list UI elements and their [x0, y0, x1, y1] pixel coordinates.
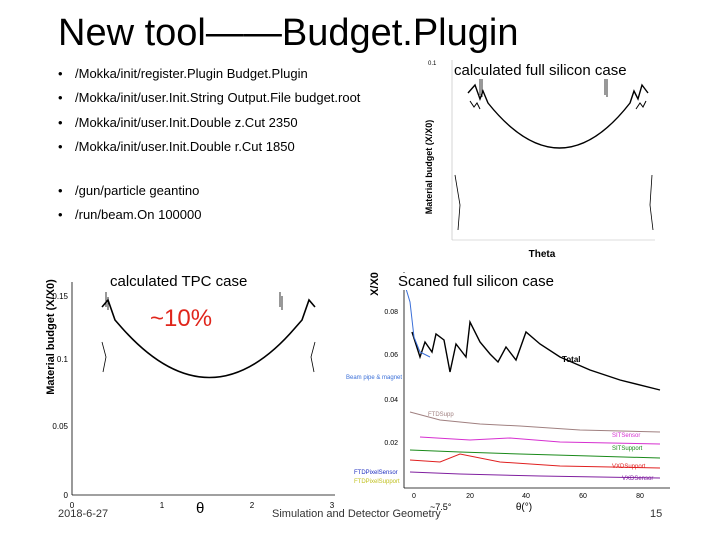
y-tick: 0.06: [384, 352, 398, 359]
tpc-case-caption: calculated TPC case: [110, 273, 248, 290]
highlight-percentage: ~10%: [150, 305, 213, 332]
tpc-budget-plot: Material budget (X/X0) 0.15 0.1 0.05 0 0…: [45, 279, 335, 510]
y-tick: 0.05: [52, 422, 68, 431]
slide-title: New tool——Budget.Plugin: [58, 12, 519, 54]
series-label-vxd-sensor: VXDSensor: [622, 476, 653, 482]
x-tick: 20: [466, 493, 474, 500]
x-tick: 60: [579, 493, 587, 500]
series-label-ftd-pixel-support: FTDPixelSupport: [354, 479, 400, 485]
series-label-sit-support: SITSupport: [612, 446, 643, 452]
x-tick: 80: [636, 493, 644, 500]
budget-curve: [101, 298, 316, 379]
page-number: 15: [650, 508, 663, 520]
y-top-tick: 0.1: [428, 61, 437, 67]
budget-curve: [467, 83, 649, 149]
x-tick: 40: [522, 493, 530, 500]
y-tick: 0.02: [384, 440, 398, 447]
silicon-budget-plot: Material budget (X/X0) 0.1 Theta: [424, 60, 655, 260]
y-axis-label: Material budget (X/X0): [45, 279, 57, 395]
x-tick: 0: [70, 501, 75, 510]
x-tick: 3: [330, 501, 335, 510]
angle-note: ~7.5°: [430, 502, 452, 512]
series-label-beam-pipe: Beam pipe & magnet: [346, 375, 402, 381]
command-text: /gun/particle geantino: [75, 183, 200, 198]
series-sit-sensor: [419, 436, 661, 445]
y-tick: 0.15: [52, 292, 68, 301]
x-axis-label: Theta: [529, 249, 556, 260]
command-text: /Mokka/init/user.Init.Double r.Cut 1850: [75, 139, 295, 154]
series-label-total: Total: [562, 355, 581, 364]
series-ftd-supp: [409, 411, 661, 433]
silicon-case-caption: calculated full silicon case: [454, 62, 627, 79]
series-label-sit-sensor: SITSensor: [612, 433, 640, 439]
series-vxd-sensor: [409, 471, 661, 479]
scanned-budget-plot: X/X0 0.08 0.06 0.04 0.02 0 20 40 60 80 T…: [346, 272, 670, 512]
series-label-ftd-pixel-sensor: FTDPixelSensor: [354, 470, 398, 476]
command-text: /Mokka/init/register.Plugin Budget.Plugi…: [75, 66, 308, 81]
x-tick: 1: [160, 501, 165, 510]
series-beam-pipe: [403, 281, 431, 358]
series-sit-support: [409, 449, 661, 459]
y-tick: 0.04: [384, 397, 398, 404]
y-axis-label: X/X0: [369, 272, 381, 296]
x-tick: 2: [250, 501, 255, 510]
command-text: /Mokka/init/user.Init.Double z.Cut 2350: [75, 115, 298, 130]
scanned-case-caption: Scaned full silicon case: [398, 273, 554, 290]
series-label-ftd-supp: FTDSupp: [428, 412, 454, 418]
series-total: [411, 319, 661, 391]
tpc-x-axis-label: θ: [196, 500, 205, 517]
footer-date: 2018-6-27: [58, 508, 109, 520]
x-tick: 0: [412, 493, 416, 500]
series-label-vxd-support: VXDSupport: [612, 464, 646, 470]
x-axis-label: θ(°): [516, 502, 532, 512]
command-text: /run/beam.On 100000: [75, 207, 202, 222]
y-tick: 0.1: [57, 355, 69, 364]
footer-title: Simulation and Detector Geometry: [272, 508, 441, 520]
y-tick: 0.08: [384, 309, 398, 316]
series-vxd-support: [409, 453, 661, 469]
y-axis-label: Material budget (X/X0): [424, 120, 434, 215]
command-text: /Mokka/init/user.Init.String Output.File…: [75, 90, 361, 105]
y-tick: 0: [64, 491, 69, 500]
